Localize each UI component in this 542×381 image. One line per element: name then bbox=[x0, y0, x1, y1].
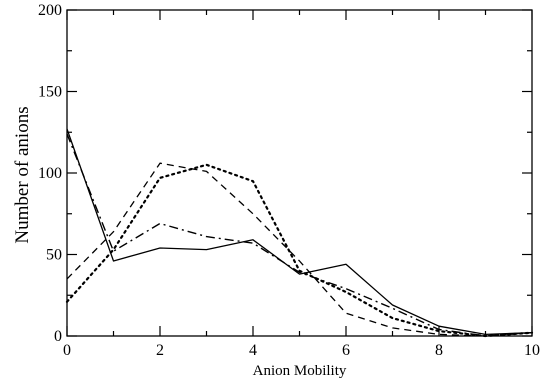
series-line-dotted bbox=[65, 163, 534, 338]
x-tick-label: 10 bbox=[524, 342, 540, 359]
x-axis-label: Anion Mobility bbox=[253, 363, 347, 379]
y-tick-label: 100 bbox=[38, 165, 62, 182]
x-tick-label: 4 bbox=[249, 342, 257, 359]
series-line-solid bbox=[66, 128, 533, 336]
y-axis-ticks: 0 50 100 150 200 bbox=[38, 2, 532, 345]
x-axis-ticks: 0 2 4 6 8 10 bbox=[63, 10, 540, 359]
y-tick-label: 150 bbox=[38, 84, 62, 101]
x-tick-label: 0 bbox=[63, 342, 71, 359]
series-line-dash-dot bbox=[66, 133, 533, 337]
y-tick-label: 0 bbox=[54, 328, 62, 345]
x-tick-label: 6 bbox=[342, 342, 350, 359]
series-line-dashed bbox=[66, 162, 533, 337]
plot-area-frame bbox=[66, 9, 533, 337]
y-axis-label: Number of anions bbox=[12, 106, 33, 243]
y-tick-label: 200 bbox=[38, 2, 62, 19]
x-tick-label: 2 bbox=[156, 342, 164, 359]
x-tick-label: 8 bbox=[435, 342, 443, 359]
y-tick-label: 50 bbox=[46, 247, 62, 264]
series-lines bbox=[65, 128, 534, 338]
